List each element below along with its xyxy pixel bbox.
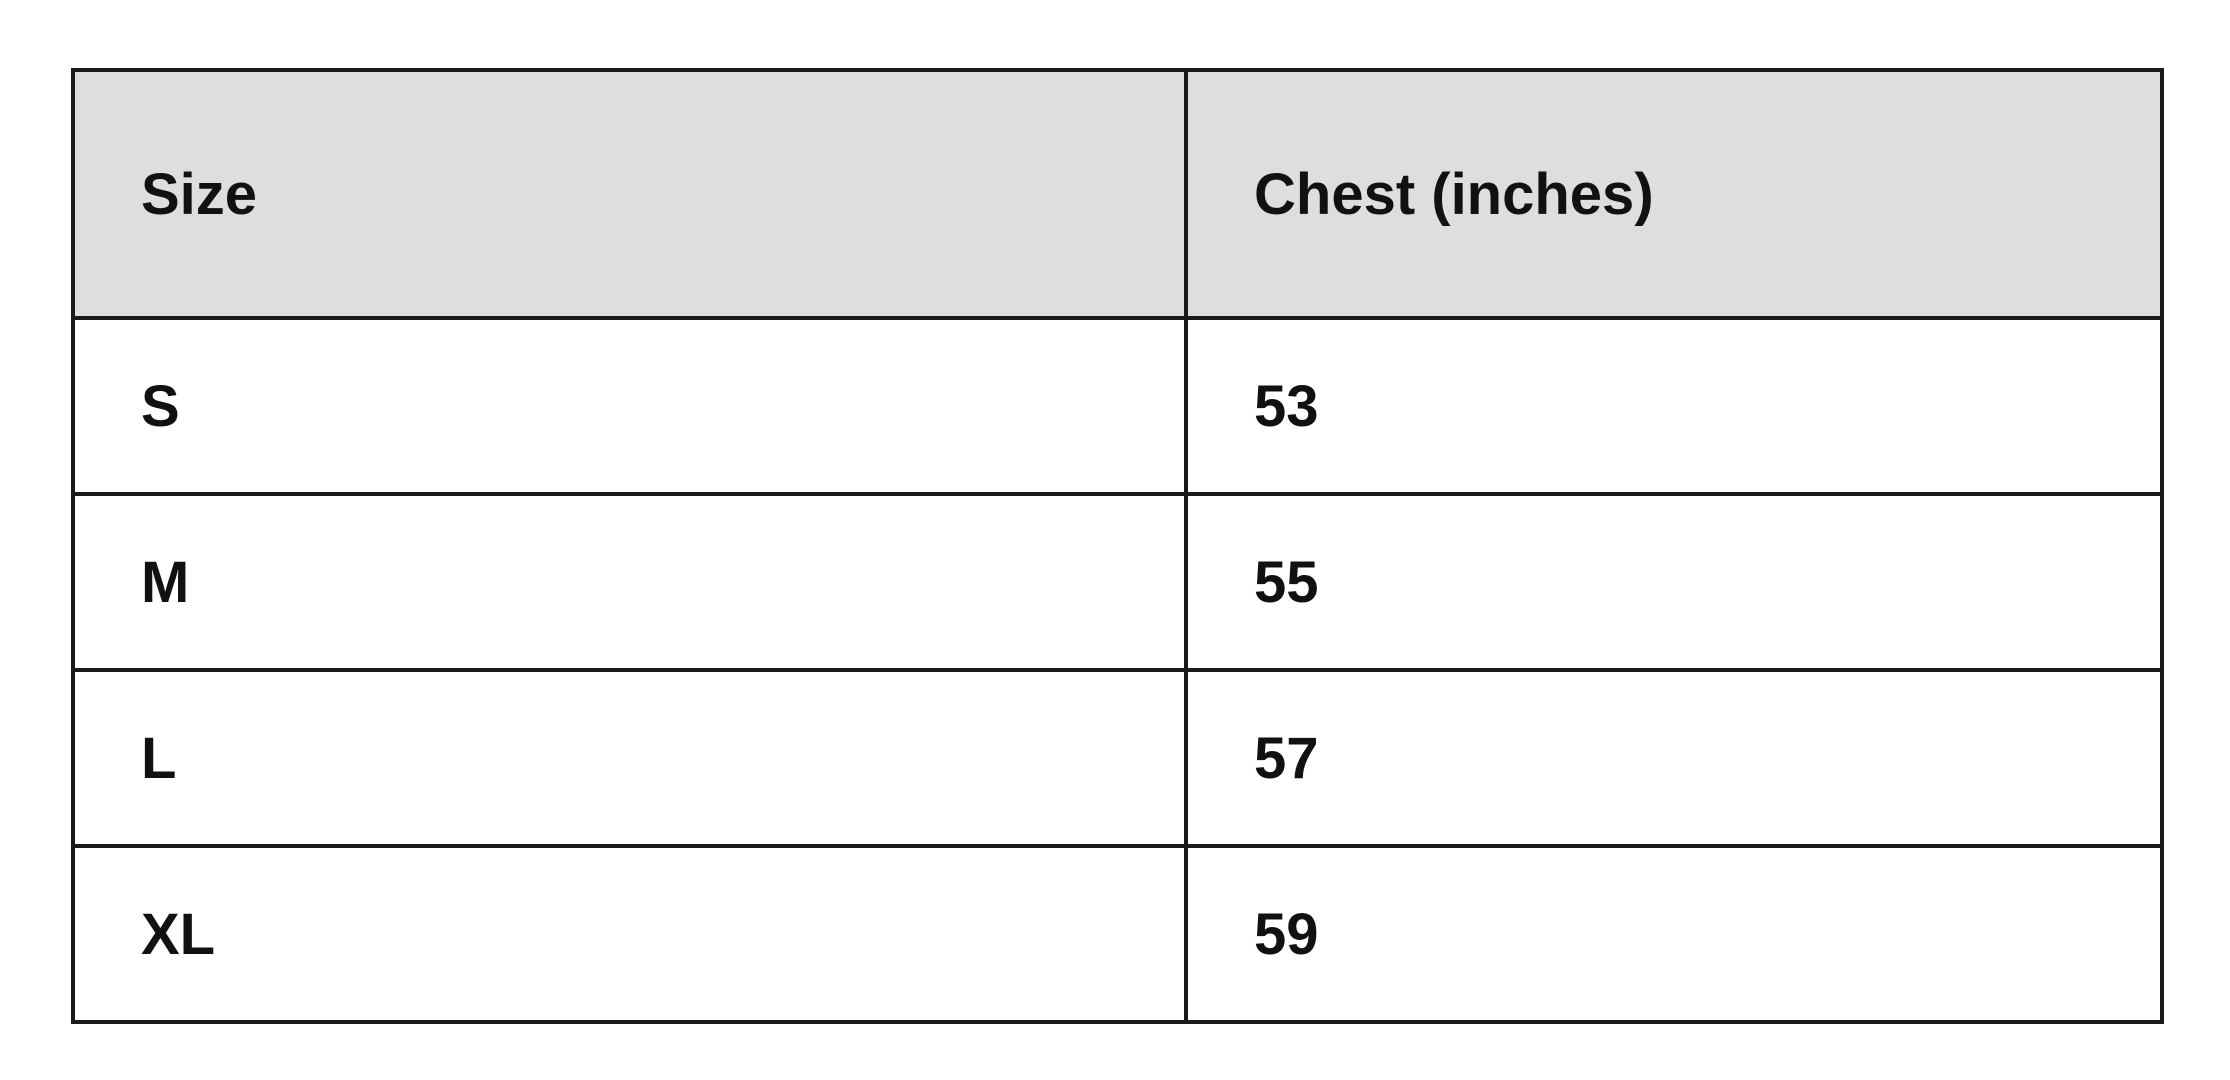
table-row: XL 59: [71, 844, 2164, 1024]
chest-cell: 57: [1184, 668, 2164, 848]
table-row: M 55: [71, 492, 2164, 672]
size-cell: L: [71, 668, 1188, 848]
chest-cell: 53: [1184, 316, 2164, 496]
table-row: L 57: [71, 668, 2164, 848]
chest-cell: 59: [1184, 844, 2164, 1024]
header-chest: Chest (inches): [1184, 68, 2164, 320]
size-cell: M: [71, 492, 1188, 672]
header-row: Size Chest (inches): [71, 68, 2164, 320]
chest-cell: 55: [1184, 492, 2164, 672]
header-size: Size: [71, 68, 1188, 320]
size-cell: S: [71, 316, 1188, 496]
size-cell: XL: [71, 844, 1188, 1024]
table-row: S 53: [71, 316, 2164, 496]
size-chart-table: Size Chest (inches) S 53 M 55 L 57 XL 59: [71, 68, 2164, 1024]
